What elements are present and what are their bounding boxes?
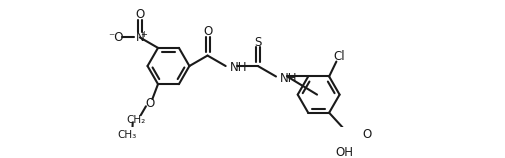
Text: O: O (362, 128, 371, 141)
Text: N: N (135, 31, 144, 44)
Text: O: O (145, 97, 154, 110)
Text: Cl: Cl (333, 50, 345, 63)
Text: NH: NH (279, 72, 297, 85)
Text: ⁻O: ⁻O (108, 31, 123, 44)
Text: OH: OH (335, 146, 352, 158)
Text: CH₂: CH₂ (126, 115, 145, 125)
Text: S: S (254, 36, 261, 49)
Text: O: O (203, 25, 212, 38)
Text: NH: NH (229, 61, 246, 74)
Text: O: O (135, 8, 144, 21)
Text: CH₃: CH₃ (117, 130, 136, 140)
Text: +: + (140, 30, 147, 39)
